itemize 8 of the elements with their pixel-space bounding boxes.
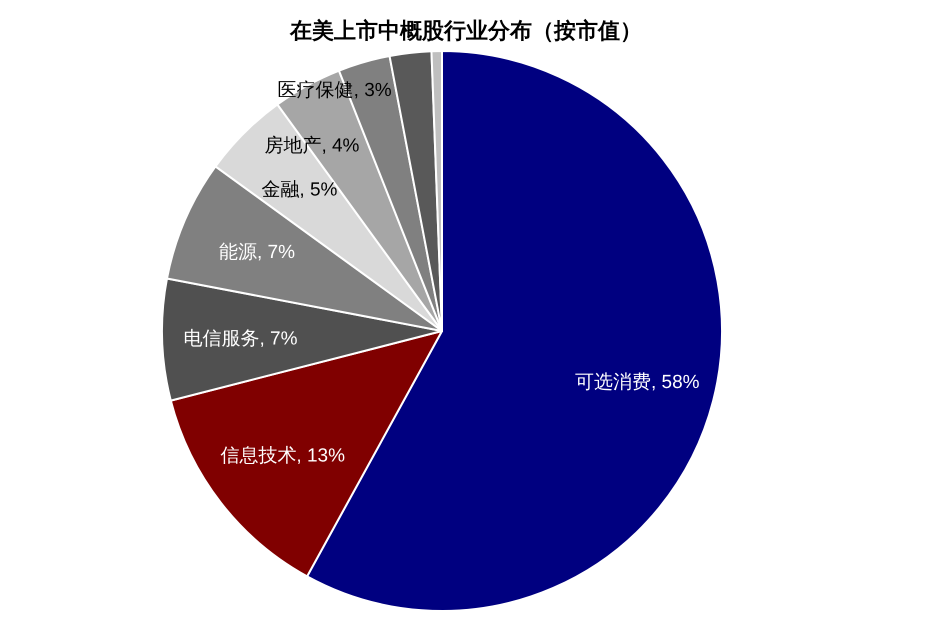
slice-label: 房地产, 4% [264, 134, 360, 157]
slice-label: 电信服务, 7% [183, 328, 298, 350]
slice-label: 金融, 5% [261, 179, 338, 200]
slice-label: 医疗保健, 3% [278, 80, 392, 102]
slice-label: 可选消费, 58% [574, 372, 700, 394]
chart-title: 在美上市中概股行业分布（按市值） [289, 18, 642, 43]
slice-label: 能源, 7% [218, 242, 296, 263]
slice-label: 信息技术, 13% [220, 446, 346, 467]
